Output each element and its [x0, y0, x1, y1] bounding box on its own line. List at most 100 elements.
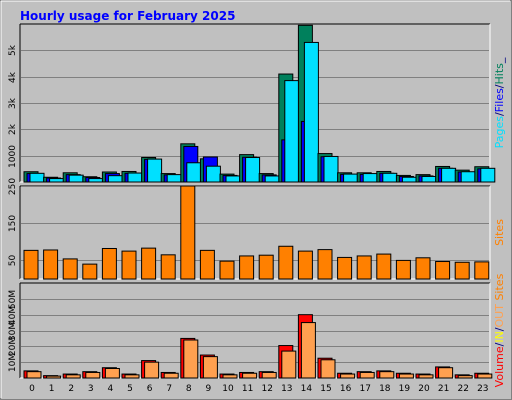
y-tick-label: 40M — [8, 306, 18, 325]
bar-sites-3 — [82, 263, 98, 280]
bar-pages-0 — [29, 172, 45, 183]
x-tick-label: 18 — [379, 384, 391, 394]
legend-entry: Pages — [493, 116, 506, 149]
x-tick-label: 6 — [147, 384, 153, 394]
bar-out-13 — [281, 350, 297, 379]
y-tick-label: 50 — [8, 255, 18, 267]
bar-sites-4 — [101, 247, 117, 280]
bar-out-5 — [124, 374, 140, 379]
bar-pages-23 — [480, 167, 496, 183]
bar-sites-14 — [297, 250, 313, 280]
bar-out-7 — [163, 372, 179, 379]
bar-out-23 — [477, 373, 493, 379]
bar-pages-2 — [68, 174, 84, 183]
bar-sites-6 — [141, 247, 157, 280]
bar-sites-15 — [317, 249, 333, 280]
bar-pages-8 — [186, 162, 202, 183]
legend-entry: / — [493, 327, 506, 331]
chart-title: Hourly usage for February 2025 — [20, 9, 235, 23]
legend-entry: Files — [493, 88, 506, 112]
x-tick-label: 19 — [399, 384, 411, 394]
x-tick-label: 13 — [281, 384, 292, 394]
bar-out-9 — [202, 356, 218, 379]
legend-entry: IN — [493, 331, 506, 342]
plot-area — [20, 283, 490, 378]
legend-entry: OUT — [493, 304, 506, 328]
legend-volume: Volume/IN/OUT Sites — [493, 273, 506, 387]
bar-out-19 — [398, 373, 414, 379]
bar-sites-20 — [415, 257, 431, 280]
bar-out-21 — [438, 367, 454, 379]
x-tick-label: 22 — [457, 384, 468, 394]
bar-pages-9 — [205, 165, 221, 183]
legend-hits: Pages/Files/Hits_ — [493, 57, 506, 148]
bar-pages-21 — [441, 167, 457, 183]
bar-sites-13 — [278, 245, 294, 280]
bar-out-6 — [144, 361, 160, 379]
x-tick-label: 21 — [438, 384, 449, 394]
bar-sites-16 — [337, 256, 353, 280]
x-tick-label: 3 — [88, 384, 94, 394]
bar-pages-22 — [460, 171, 476, 183]
bar-out-1 — [46, 375, 62, 379]
x-tick-label: 20 — [418, 384, 430, 394]
bar-sites-8 — [180, 185, 196, 280]
bar-out-20 — [418, 374, 434, 379]
x-tick-label: 15 — [320, 384, 331, 394]
y-tick-label: 4k — [8, 71, 18, 83]
y-tick-label: 1000 — [8, 145, 18, 168]
x-tick-label: 23 — [477, 384, 488, 394]
bar-sites-12 — [258, 254, 274, 280]
bar-sites-22 — [454, 261, 470, 280]
bar-out-17 — [359, 371, 375, 379]
x-tick-label: 5 — [127, 384, 133, 394]
legend-sites: Sites — [493, 219, 506, 246]
y-tick-label: 5k — [8, 44, 18, 56]
bar-out-14 — [300, 322, 316, 379]
bar-sites-23 — [474, 261, 490, 280]
bar-sites-5 — [121, 250, 137, 280]
y-tick-label: 2k — [8, 123, 18, 135]
bar-pages-15 — [323, 155, 339, 183]
y-tick-label: 250 — [8, 178, 18, 195]
bar-pages-7 — [166, 174, 182, 183]
bar-out-4 — [104, 368, 120, 379]
bar-pages-19 — [401, 176, 417, 183]
y-tick-label: 10M — [8, 353, 18, 372]
bar-pages-3 — [88, 178, 104, 183]
legend-entry: Hits — [493, 63, 506, 85]
bar-out-3 — [85, 371, 101, 379]
y-tick-label: 150 — [8, 215, 18, 232]
bar-sites-19 — [395, 259, 411, 280]
legend-entry: Sites — [493, 273, 506, 304]
bar-sites-10 — [219, 260, 235, 280]
bar-sites-0 — [23, 249, 39, 280]
bar-out-8 — [183, 339, 199, 379]
bar-pages-18 — [382, 172, 398, 183]
x-tick-label: 16 — [340, 384, 352, 394]
legend-entry: Sites — [493, 219, 506, 246]
chart-panels: 10002k3k4k5kPages/Files/Hits_50150250Sit… — [8, 23, 506, 394]
x-tick-label: 14 — [301, 384, 313, 394]
x-tick-label: 8 — [186, 384, 192, 394]
bar-sites-7 — [160, 254, 176, 280]
x-tick-label: 0 — [29, 384, 35, 394]
bar-out-16 — [340, 373, 356, 379]
panel-sites: 50 150 250 Sites — [8, 178, 506, 280]
bar-sites-21 — [435, 261, 451, 280]
y-tick-label: 3k — [8, 97, 18, 109]
legend-entry: / — [493, 84, 506, 88]
y-tick-label: 50M — [8, 290, 18, 309]
x-tick-label: 1 — [49, 384, 55, 394]
bar-pages-6 — [147, 158, 163, 183]
x-tick-label: 10 — [222, 384, 234, 394]
bar-pages-4 — [107, 175, 123, 183]
x-tick-label: 7 — [166, 384, 172, 394]
bar-sites-17 — [356, 255, 372, 280]
bar-pages-17 — [362, 173, 378, 183]
bar-pages-5 — [127, 172, 143, 183]
